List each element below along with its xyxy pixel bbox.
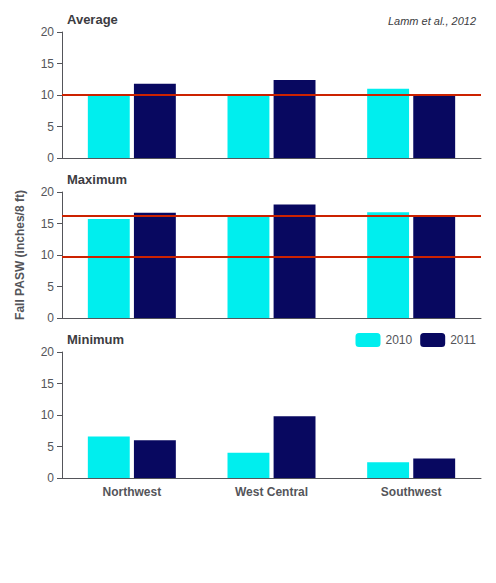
- svg-text:15: 15: [41, 57, 55, 71]
- svg-text:15: 15: [41, 377, 55, 391]
- svg-text:2011: 2011: [450, 333, 476, 347]
- svg-text:10: 10: [41, 408, 55, 422]
- svg-text:Lamm et al., 2012: Lamm et al., 2012: [388, 15, 476, 27]
- svg-text:Southwest: Southwest: [381, 485, 442, 499]
- svg-text:10: 10: [41, 248, 55, 262]
- svg-text:Maximum: Maximum: [67, 172, 127, 187]
- svg-text:Fall PASW (inches/8 ft): Fall PASW (inches/8 ft): [13, 190, 27, 320]
- svg-text:20: 20: [41, 345, 55, 359]
- svg-text:0: 0: [47, 471, 54, 485]
- svg-text:Minimum: Minimum: [67, 332, 124, 347]
- svg-text:West Central: West Central: [235, 485, 308, 499]
- svg-text:0: 0: [47, 151, 54, 165]
- svg-text:2010: 2010: [386, 333, 413, 347]
- svg-text:5: 5: [47, 280, 54, 294]
- svg-text:20: 20: [41, 185, 55, 199]
- svg-text:15: 15: [41, 217, 55, 231]
- svg-text:10: 10: [41, 88, 55, 102]
- svg-text:20: 20: [41, 25, 55, 39]
- svg-text:Northwest: Northwest: [102, 485, 161, 499]
- svg-text:5: 5: [47, 440, 54, 454]
- svg-text:0: 0: [47, 311, 54, 325]
- svg-text:5: 5: [47, 120, 54, 134]
- svg-text:Average: Average: [67, 12, 118, 27]
